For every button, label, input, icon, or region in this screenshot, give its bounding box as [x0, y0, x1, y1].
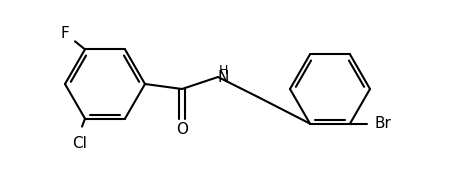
Text: F: F — [61, 26, 69, 41]
Text: Cl: Cl — [72, 136, 87, 151]
Text: H: H — [218, 64, 228, 78]
Text: Br: Br — [374, 116, 391, 131]
Text: O: O — [176, 122, 188, 138]
Text: N: N — [217, 70, 229, 85]
